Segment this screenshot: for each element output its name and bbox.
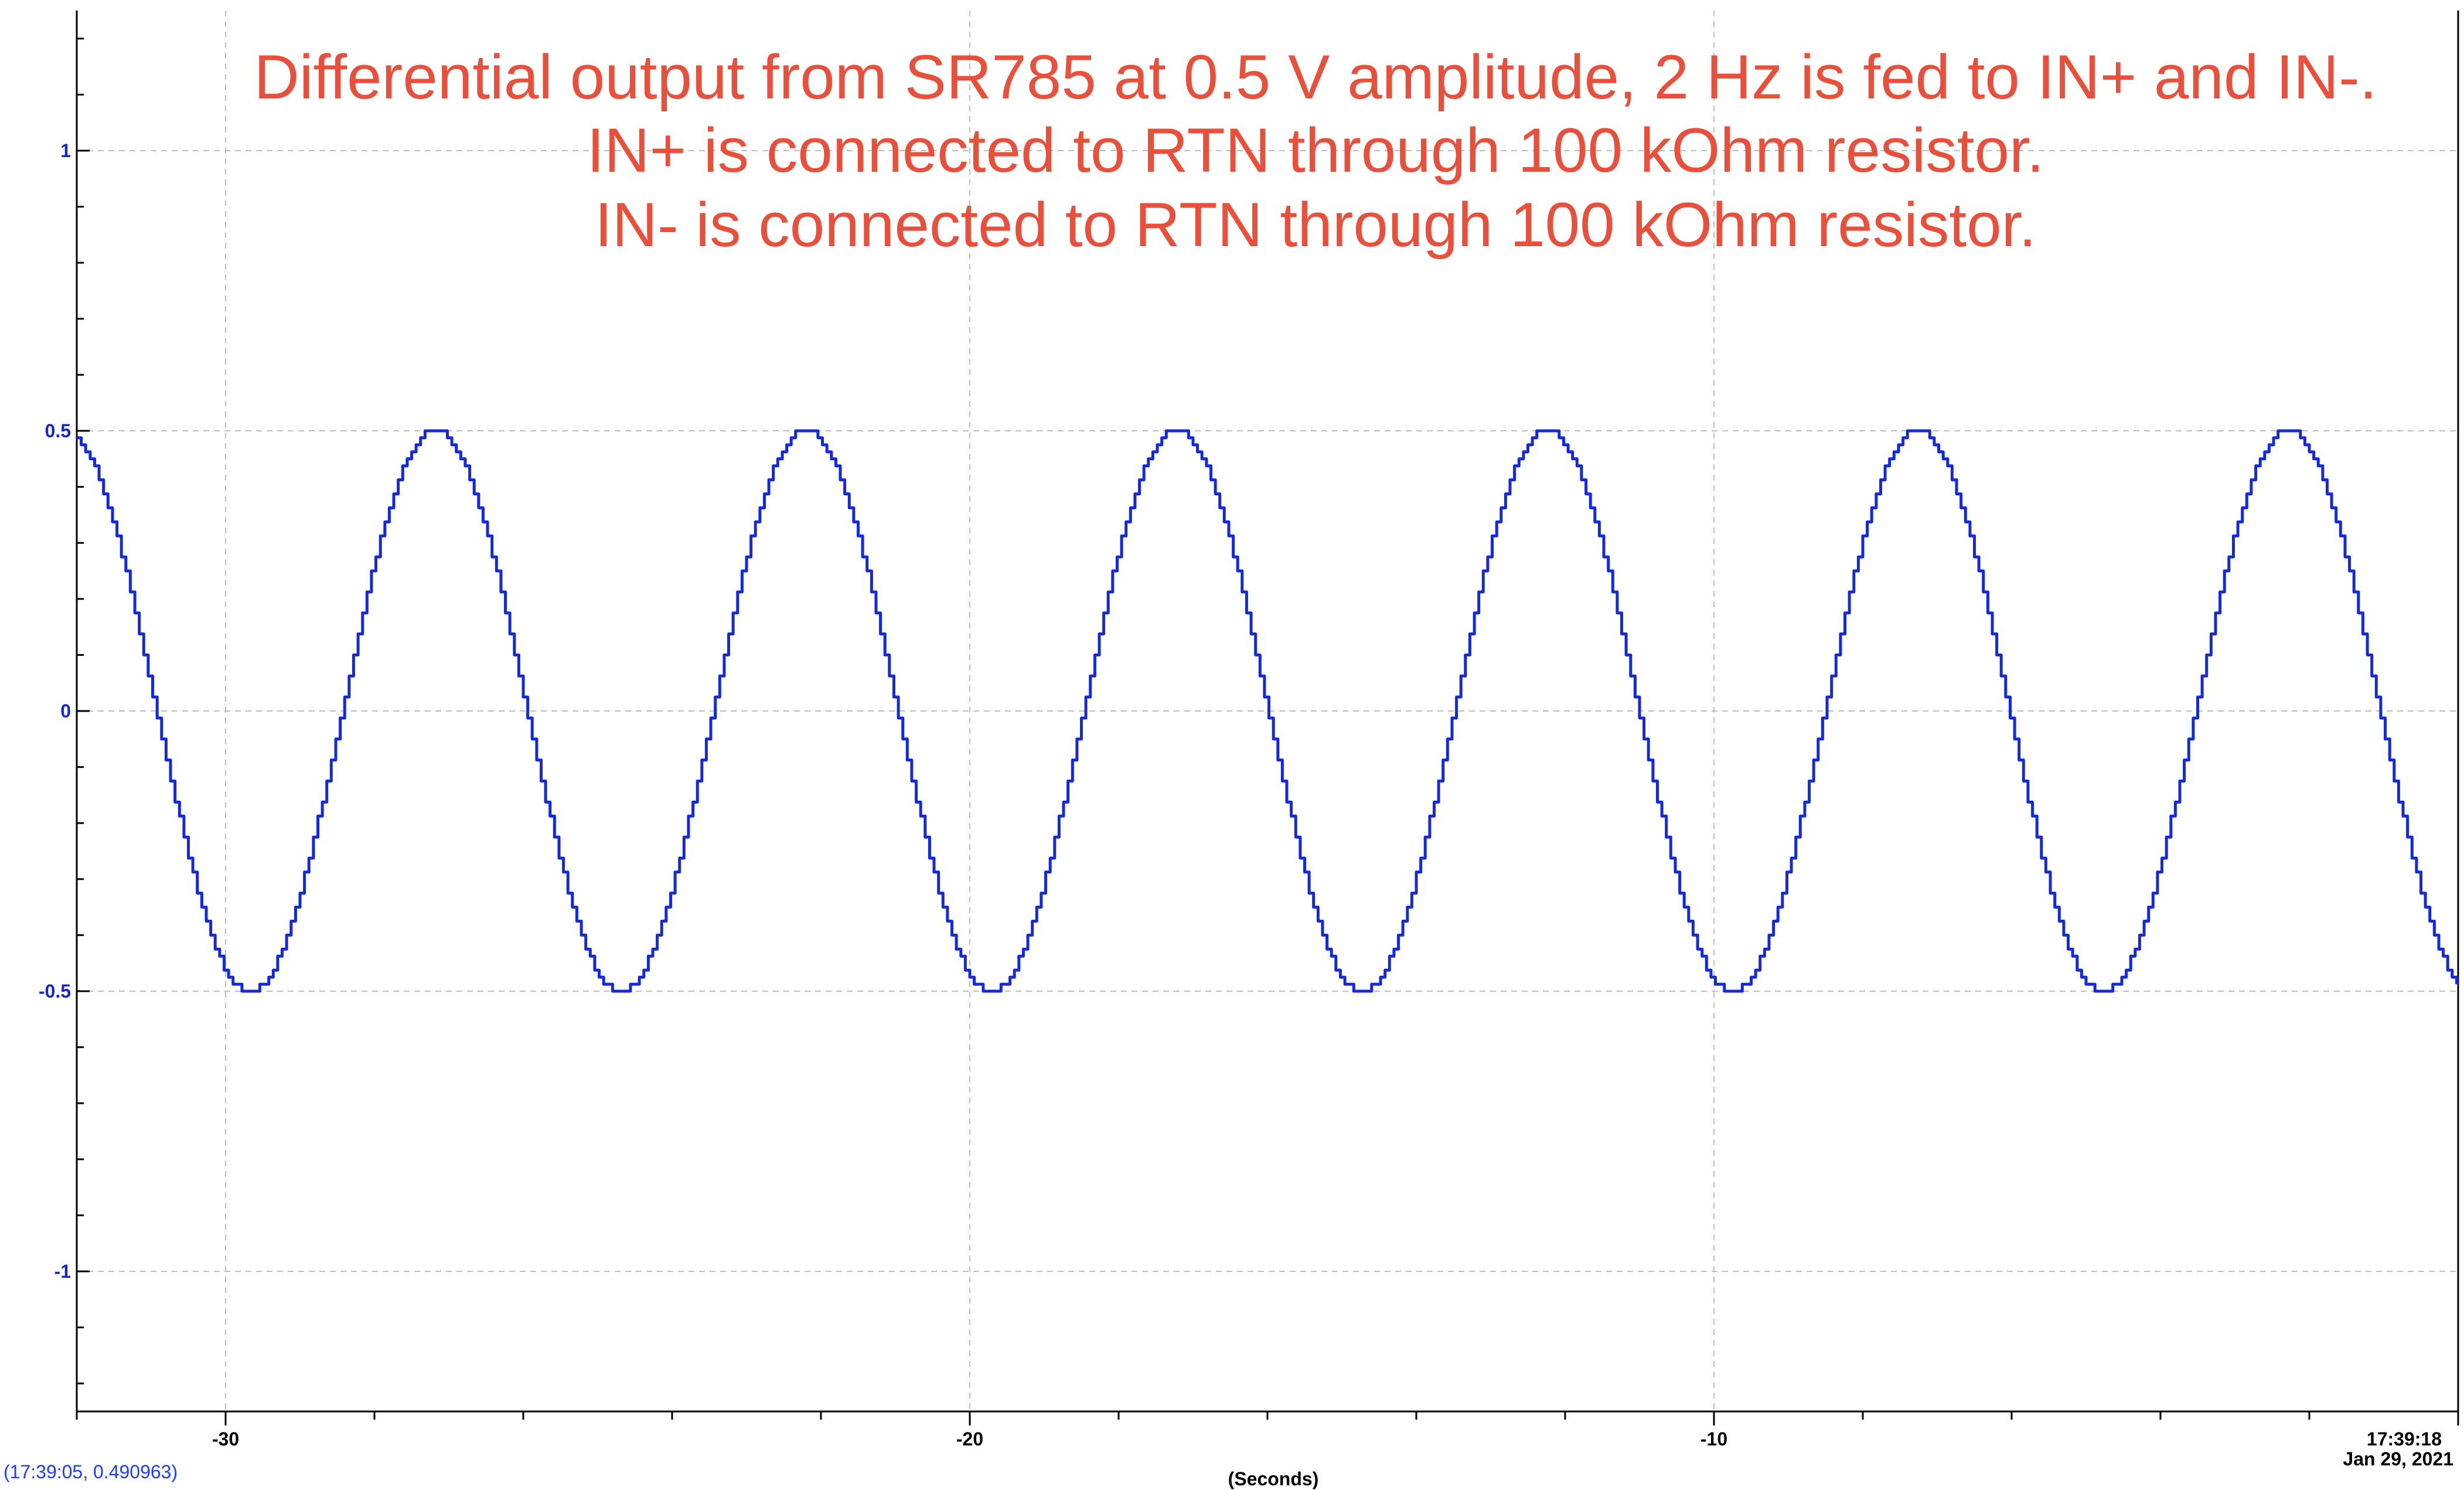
x-tick-label: -20 — [956, 1428, 983, 1450]
axes-layer — [76, 11, 2459, 1426]
annotation-line: IN+ is connected to RTN through 100 kOhm… — [587, 115, 2044, 185]
series-layer — [77, 429, 2458, 993]
y-tick-label: 1 — [60, 140, 71, 161]
x-axis-label: (Seconds) — [1228, 1468, 1319, 1489]
y-tick-label: 0.5 — [45, 420, 71, 441]
grid-layer — [77, 11, 2458, 1411]
x-tick-label: -30 — [212, 1428, 239, 1450]
cursor-readout: (17:39:05, 0.490963) — [4, 1461, 178, 1482]
y-tick-label: -1 — [54, 1261, 71, 1282]
y-tick-label: -0.5 — [39, 981, 71, 1002]
series-line-0 — [77, 429, 2458, 993]
x-end-date-label: Jan 29, 2021 — [2343, 1448, 2453, 1469]
annotation-line: IN- is connected to RTN through 100 kOhm… — [595, 189, 2036, 260]
annotation-block: Differential output from SR785 at 0.5 V … — [254, 42, 2377, 260]
x-end-time-label: 17:39:18 — [2367, 1428, 2442, 1450]
x-tick-label: -10 — [1700, 1428, 1727, 1450]
annotation-line: Differential output from SR785 at 0.5 V … — [254, 42, 2377, 112]
y-tick-label: 0 — [60, 700, 71, 722]
